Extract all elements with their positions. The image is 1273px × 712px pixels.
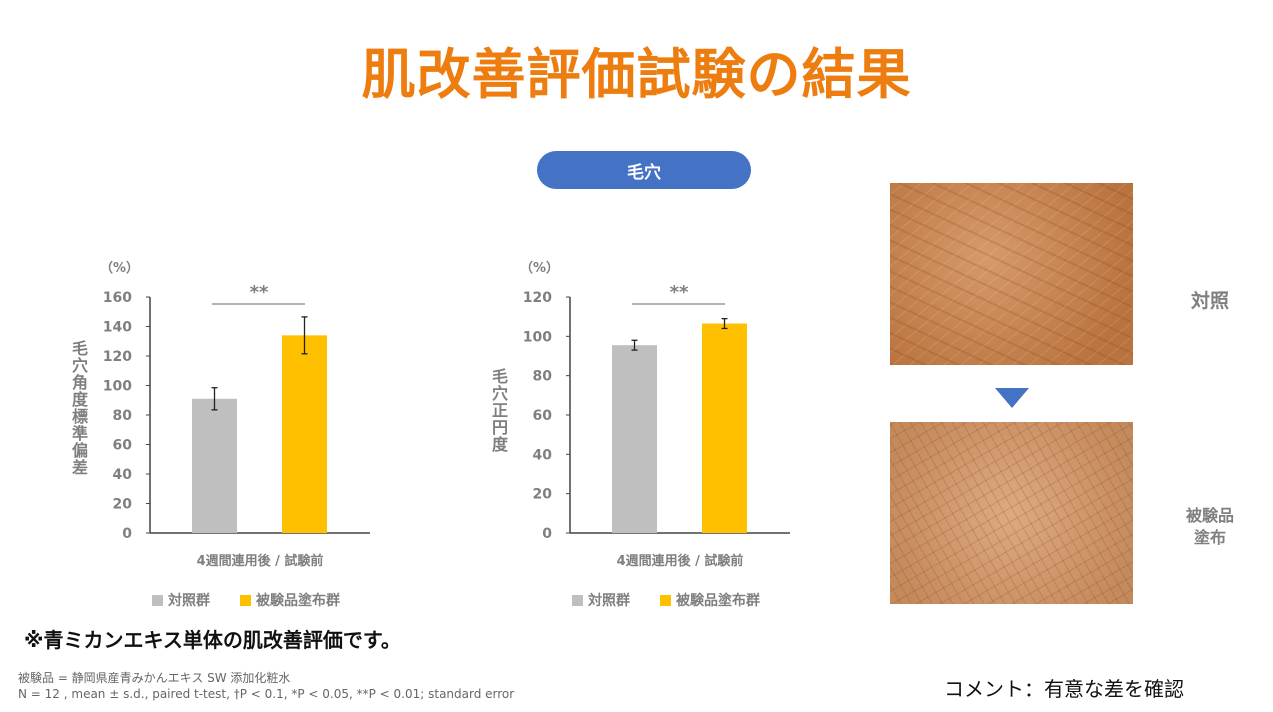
legend-swatch [240, 595, 251, 606]
y-tick-label: 140 [103, 320, 132, 336]
legend-label: 対照群 [587, 592, 630, 609]
y-tick-label: 100 [103, 379, 132, 395]
y-axis-label-pore-roundness: 毛穴正円度 [489, 368, 508, 453]
note: ※青ミカンエキス単体の肌改善評価です。 [24, 628, 401, 652]
y-tick-label: 120 [103, 349, 132, 365]
y-tick-label: 80 [533, 369, 553, 385]
legend-swatch [572, 595, 583, 606]
down-arrow-icon [995, 388, 1029, 408]
y-tick-label: 0 [122, 526, 132, 542]
chart-pore-roundness: （%） 0 20 40 60 80 100 120 対照群 被験品塗布群 ** 4週間連用後 / 試験… [520, 260, 790, 609]
y-tick-label: 0 [542, 526, 552, 542]
y-tick-label: 100 [523, 329, 552, 345]
y-tick-label: 20 [113, 497, 133, 513]
bar-control [612, 345, 657, 533]
comment: コメント：有意な差を確認 [944, 677, 1184, 701]
y-tick-label: 160 [103, 290, 132, 306]
bar-test [702, 323, 747, 533]
y-tick-label: 120 [523, 290, 552, 306]
y-unit-label: （%） [100, 260, 139, 276]
y-tick-label: 40 [113, 467, 133, 483]
photo-label-test: 被験品 塗布 [1185, 506, 1234, 547]
legend-label: 被験品塗布群 [256, 592, 340, 609]
y-tick-label: 60 [113, 438, 133, 454]
x-axis-label: 4週間連用後 / 試験前 [617, 553, 744, 569]
skin-photo-test [890, 422, 1133, 604]
skin-photo-control [890, 183, 1133, 365]
footnote-sample: 被験品 = 静岡県産青みかんエキス SW 添加化粧水 [18, 671, 291, 685]
y-unit-label: （%） [520, 260, 559, 276]
page-title: 肌改善評価試験の結果 [361, 43, 912, 106]
y-tick-label: 40 [533, 447, 553, 463]
legend-swatch [152, 595, 163, 606]
significance-mark: ** [250, 282, 269, 303]
section-pill: 毛穴 [537, 151, 751, 189]
legend-label: 対照群 [167, 592, 210, 609]
legend-swatch [660, 595, 671, 606]
y-tick-label: 20 [533, 487, 553, 503]
footnote-stats: N = 12 , mean ± s.d., paired t-test, †P … [18, 687, 515, 701]
y-tick-label: 60 [533, 408, 553, 424]
chart-pore-angle-sd: （%） 0 20 40 60 80 100 120 140 160 対照群 被験品塗布群 ** 4週間連用… [100, 260, 370, 609]
x-axis-label: 4週間連用後 / 試験前 [197, 553, 324, 569]
significance-mark: ** [670, 282, 689, 303]
y-axis-label-pore-angle-sd: 毛穴角度標準偏差 [69, 340, 88, 476]
y-tick-label: 80 [113, 408, 133, 424]
legend-label: 被験品塗布群 [676, 592, 760, 609]
photo-label-control: 対照 [1190, 290, 1229, 312]
bar-test [282, 335, 327, 533]
bar-control [192, 398, 237, 533]
